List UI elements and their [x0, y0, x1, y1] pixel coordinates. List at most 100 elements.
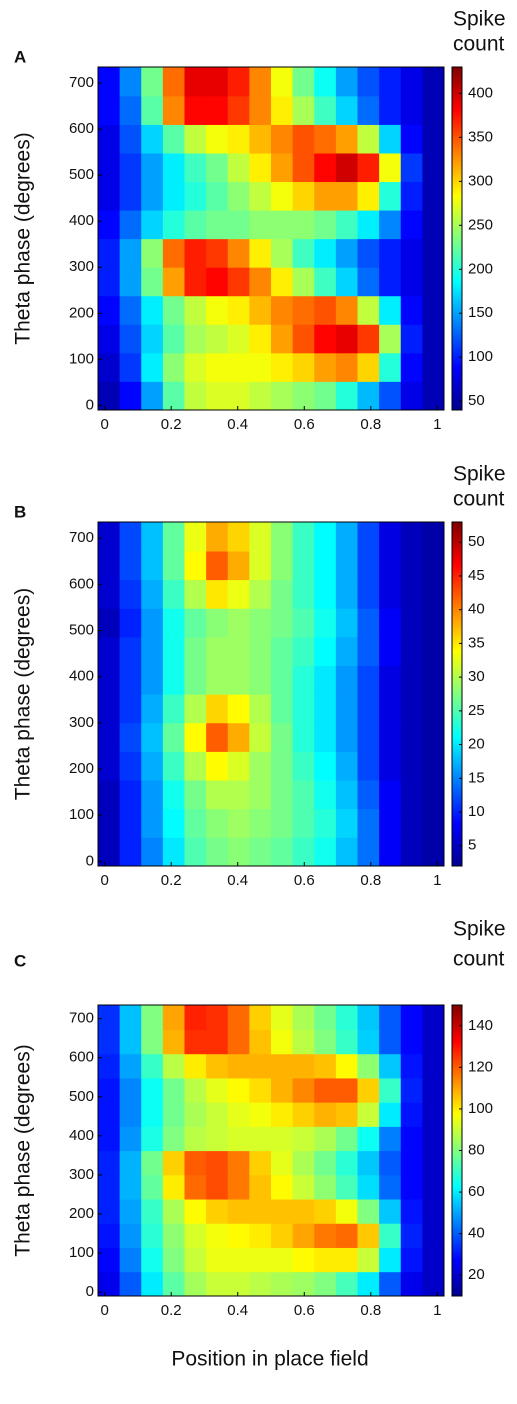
heat-cell	[314, 722, 337, 752]
heat-cell	[400, 694, 423, 724]
heat-cell	[379, 238, 402, 268]
heat-cell	[162, 1078, 185, 1103]
heat-cell	[292, 579, 315, 609]
heat-cell	[227, 1029, 250, 1055]
y-tick-label: 300	[69, 258, 94, 275]
x-tick-label: 0.2	[161, 1302, 182, 1319]
colorbar-tick-label: 10	[468, 803, 485, 820]
heat-cell	[357, 381, 380, 411]
heat-cell	[335, 780, 358, 810]
heat-cell	[292, 67, 315, 97]
heat-cell	[335, 694, 358, 724]
heat-cell	[422, 1029, 445, 1055]
heat-cell	[249, 324, 272, 354]
colorbar-tick-label: 30	[468, 668, 485, 685]
heat-cell	[335, 1271, 358, 1297]
heat-cell	[141, 1102, 164, 1127]
heat-cell	[184, 1029, 207, 1055]
heat-cell	[271, 608, 294, 638]
heat-cell	[271, 808, 294, 838]
heat-cell	[379, 780, 402, 810]
heat-cell	[314, 1174, 337, 1200]
heat-cell	[206, 352, 229, 382]
heat-cell	[292, 324, 315, 354]
heat-cell	[314, 694, 337, 724]
heat-cell	[357, 1223, 380, 1248]
heat-cell	[249, 780, 272, 810]
heat-cell	[292, 1005, 315, 1031]
heat-cell	[98, 780, 121, 810]
heat-cell	[206, 1271, 229, 1297]
heat-cell	[335, 551, 358, 581]
heat-cell	[335, 1150, 358, 1176]
colorbar-tick-label: 100	[468, 348, 493, 365]
heat-cell	[249, 579, 272, 609]
heat-cell	[400, 780, 423, 810]
heat-cell	[227, 1174, 250, 1200]
heat-cell	[227, 67, 250, 97]
colorbar-title: Spike	[453, 463, 506, 486]
heat-cell	[379, 608, 402, 638]
heat-cell	[335, 381, 358, 411]
heat-cell	[357, 1199, 380, 1224]
colorbar-tick-label: 100	[468, 1100, 493, 1117]
heat-cell	[98, 1247, 121, 1273]
heat-cell	[271, 67, 294, 97]
heat-cell	[249, 181, 272, 211]
heat-cell	[271, 751, 294, 781]
heat-cell	[335, 124, 358, 154]
heat-cell	[271, 694, 294, 724]
heat-cell	[357, 1150, 380, 1176]
heat-cell	[98, 67, 121, 97]
x-tick-label: 0.6	[294, 416, 315, 433]
heat-cell	[98, 608, 121, 638]
heat-cell	[357, 124, 380, 154]
heat-cell	[184, 67, 207, 97]
heat-cell	[422, 579, 445, 609]
heat-cell	[422, 96, 445, 125]
heat-cell	[141, 96, 164, 125]
heat-cell	[249, 1174, 272, 1200]
heat-cell	[98, 808, 121, 838]
heat-cell	[206, 153, 229, 183]
heat-cell	[98, 1029, 121, 1055]
heat-cell	[249, 295, 272, 325]
heat-cell	[314, 1247, 337, 1273]
heat-cell	[184, 1150, 207, 1176]
heat-cell	[379, 96, 402, 125]
heat-cell	[249, 1199, 272, 1224]
heat-cell	[314, 181, 337, 211]
heat-cell	[357, 722, 380, 752]
heat-cell	[119, 1199, 142, 1224]
heat-cell	[141, 295, 164, 325]
heat-cell	[162, 153, 185, 183]
heat-cell	[335, 181, 358, 211]
heat-cell	[162, 1053, 185, 1079]
heat-cell	[335, 808, 358, 838]
heat-cell	[141, 1223, 164, 1248]
heat-cell	[292, 153, 315, 183]
plot-frame	[97, 1004, 445, 1297]
colorbar-tick-label: 80	[468, 1141, 485, 1158]
heat-cell	[119, 636, 142, 667]
heat-cell	[227, 1078, 250, 1103]
plot-frame	[97, 521, 445, 867]
heat-cell	[271, 295, 294, 325]
heat-cell	[206, 579, 229, 609]
heat-cell	[271, 1126, 294, 1152]
heat-cell	[249, 267, 272, 297]
heat-cell	[184, 1174, 207, 1200]
colorbar-tick-label: 20	[468, 1266, 485, 1283]
heat-cell	[249, 608, 272, 638]
heat-cell	[162, 210, 185, 240]
heat-cell	[357, 579, 380, 609]
heat-cell	[184, 124, 207, 154]
heat-cell	[422, 551, 445, 581]
heat-cell	[184, 722, 207, 752]
heat-cell	[400, 295, 423, 325]
heat-cell	[335, 96, 358, 125]
heat-cell	[98, 1005, 121, 1031]
heat-cell	[162, 1271, 185, 1297]
heat-cell	[379, 1199, 402, 1224]
heat-cell	[98, 1078, 121, 1103]
